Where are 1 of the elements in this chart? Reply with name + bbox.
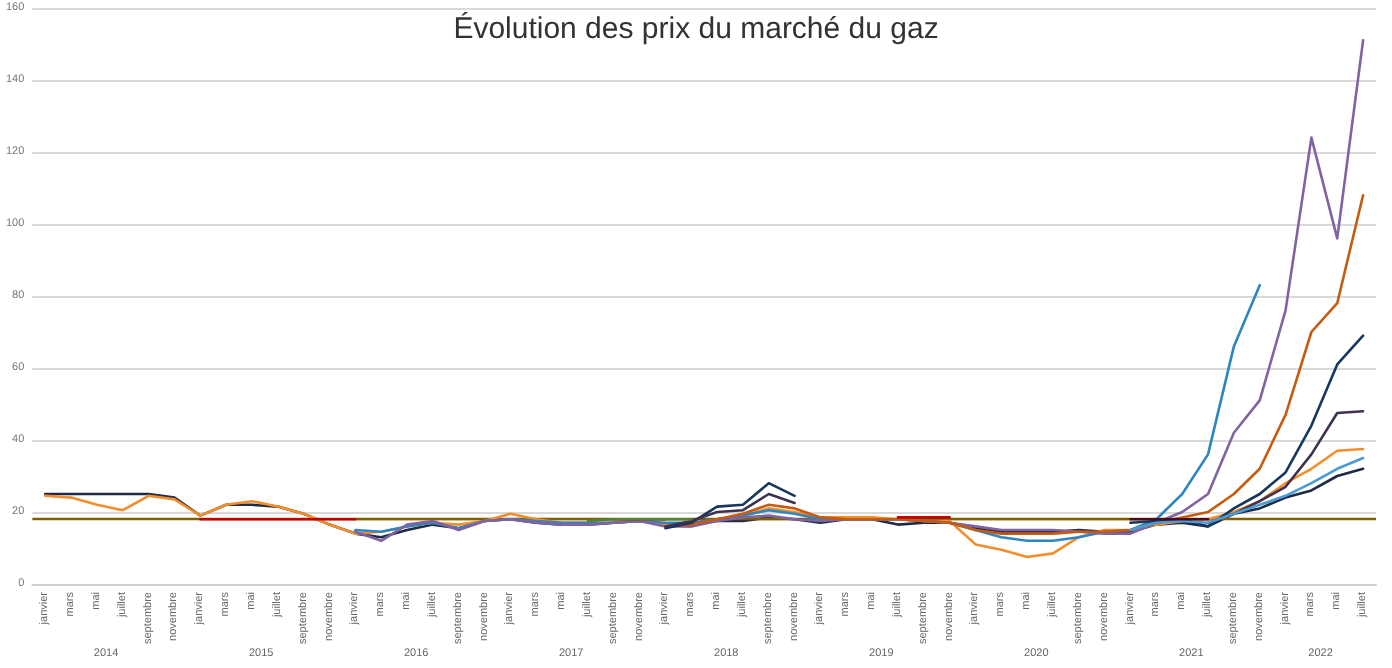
chart-title: Évolution des prix du marché du gaz [453,10,939,46]
